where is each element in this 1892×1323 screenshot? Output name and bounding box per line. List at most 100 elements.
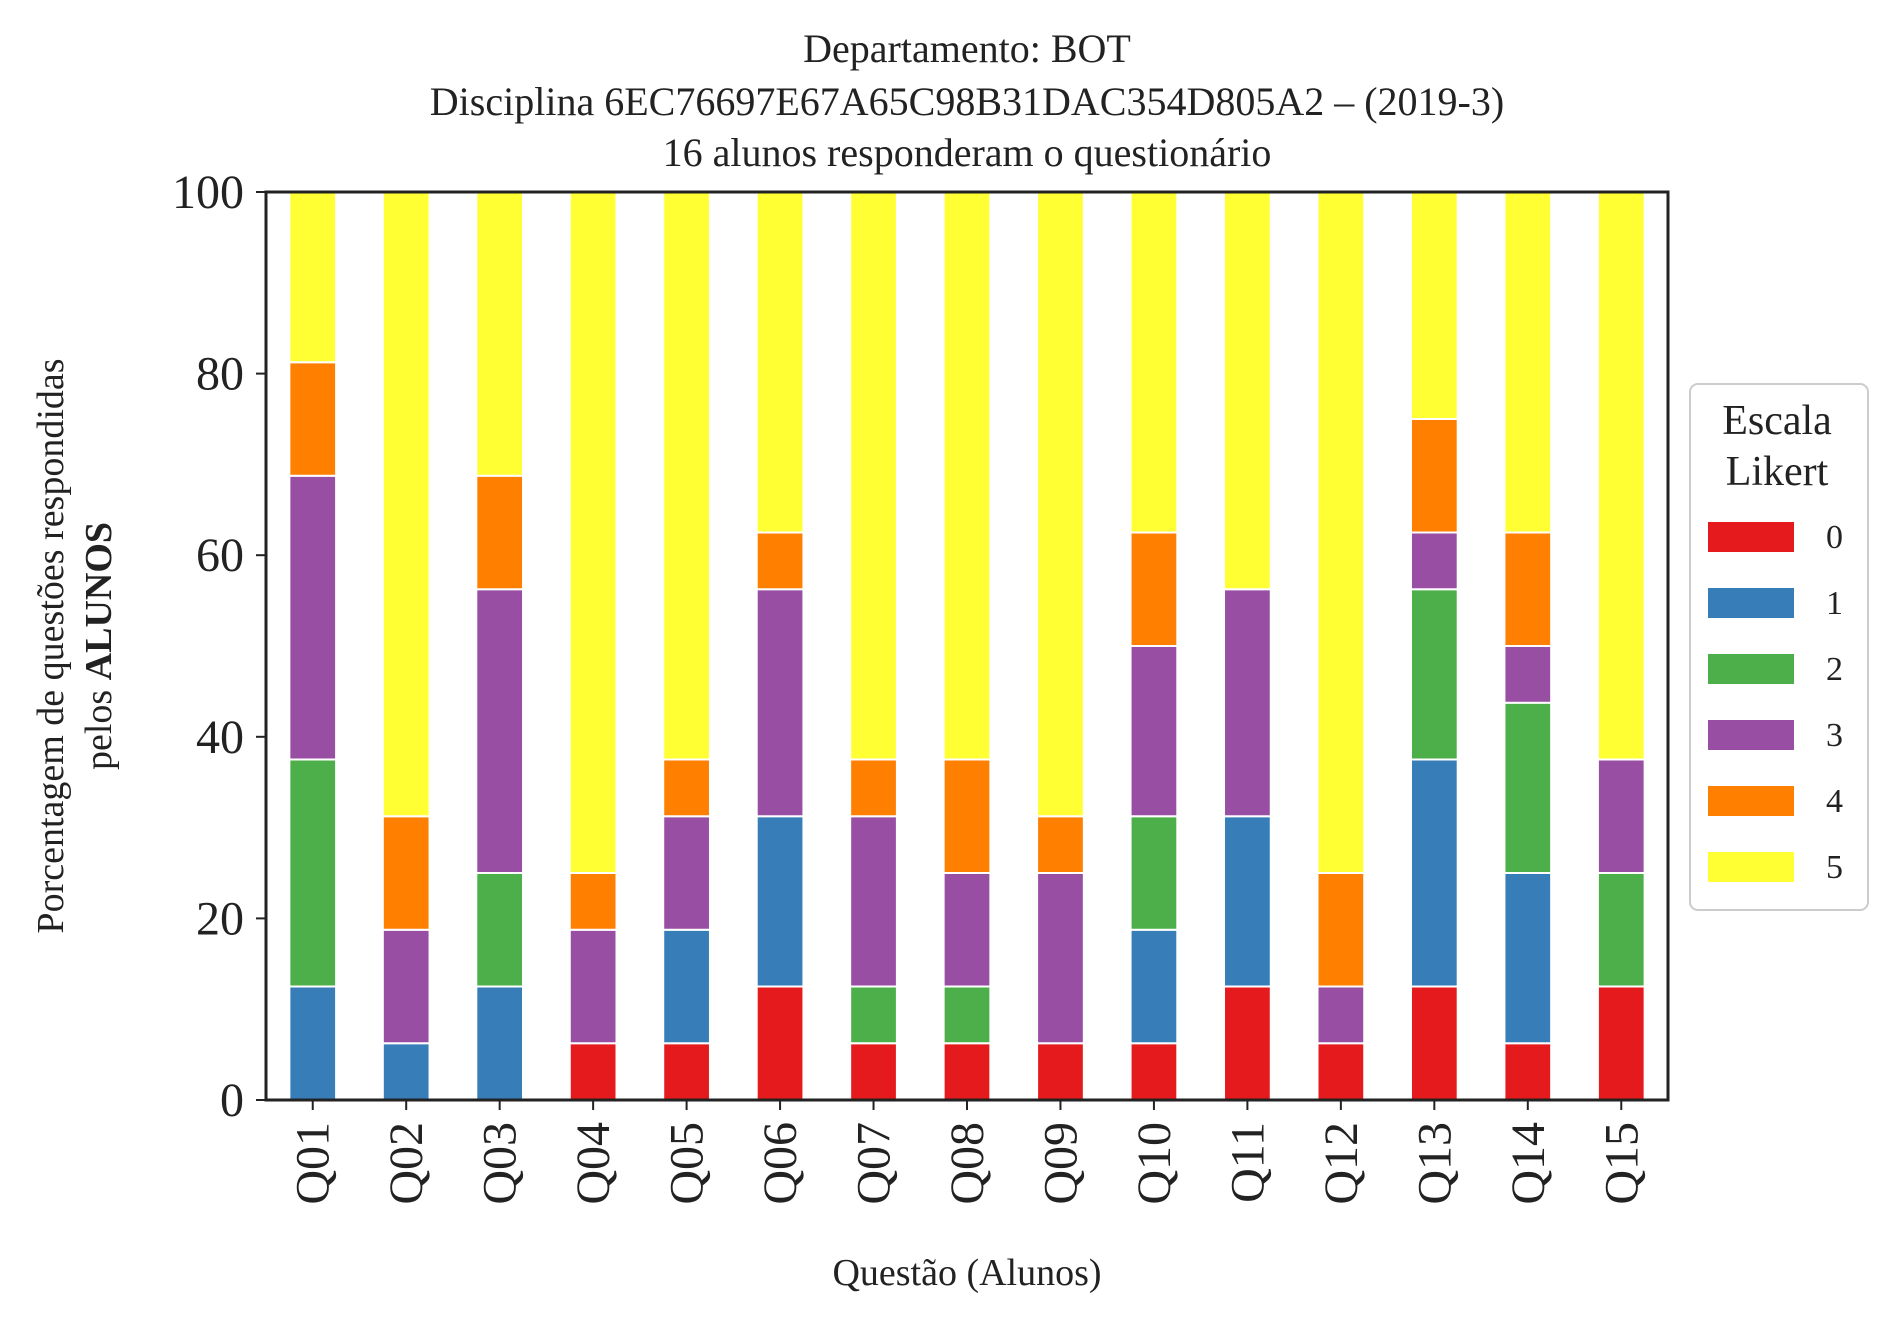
bar-q06-likert-3 [755, 588, 805, 818]
legend-swatch-3 [1708, 720, 1794, 750]
legend-label-0: 0 [1826, 519, 1843, 556]
legend-swatch-4 [1708, 786, 1794, 816]
chart-title-line-1: Departamento: BOT [803, 26, 1131, 71]
bar-q10-likert-5 [1129, 191, 1179, 534]
bar-q04-likert-0 [568, 1042, 618, 1101]
bar-q02-likert-4 [381, 815, 431, 931]
bars-layer [288, 191, 1646, 1101]
bar-q05-likert-5 [662, 191, 711, 761]
legend-title-line-2: Likert [1726, 449, 1829, 495]
bar-q06-likert-4 [755, 531, 805, 591]
bar-q01-likert-2 [288, 758, 338, 988]
legend: Escala Likert 0 1 2 3 4 5 [1689, 383, 1869, 911]
bar-q03-likert-1 [475, 985, 525, 1101]
legend-label-1: 1 [1826, 585, 1843, 622]
ticks-layer: 0 20 40 60 80 100 Q01 Q02 Q03 Q04 Q05 Q06 Q07 Q08 Q09 Q… [172, 166, 1648, 1205]
y-tick-label: 100 [172, 166, 244, 219]
bar-q06-likert-5 [755, 191, 805, 534]
bar-q04-likert-5 [568, 191, 618, 874]
bar-q02-likert-1 [381, 1042, 431, 1101]
bar-q03-likert-3 [475, 588, 525, 874]
bar-q10-likert-0 [1129, 1042, 1179, 1101]
bar-q13-likert-2 [1409, 588, 1459, 761]
bar-q05-likert-4 [662, 758, 711, 818]
bar-q05-likert-0 [662, 1042, 711, 1101]
bar-q01-likert-4 [288, 361, 338, 477]
bar-q11-likert-3 [1223, 588, 1272, 818]
bar-q12-likert-4 [1316, 872, 1366, 988]
x-tick-label-q07: Q07 [848, 1122, 901, 1205]
bar-q14-likert-4 [1503, 531, 1553, 647]
x-tick-label-q05: Q05 [661, 1122, 714, 1205]
x-tick-label-q06: Q06 [754, 1122, 807, 1205]
x-tick-label-q08: Q08 [941, 1122, 994, 1205]
bar-q06-likert-1 [755, 815, 805, 988]
bar-q11-likert-1 [1223, 815, 1272, 988]
x-tick-label-q14: Q14 [1502, 1122, 1555, 1205]
bar-q09-likert-4 [1036, 815, 1085, 874]
bar-q01-likert-3 [288, 474, 338, 761]
bar-q07-likert-4 [849, 758, 898, 818]
bar-q03-likert-5 [475, 191, 525, 477]
chart-title-line-2: Disciplina 6EC76697E67A65C98B31DAC354D80… [430, 79, 1504, 124]
bar-q07-likert-5 [849, 191, 898, 761]
legend-label-2: 2 [1826, 651, 1843, 688]
legend-box [1689, 383, 1869, 911]
bar-q12-likert-5 [1316, 191, 1366, 874]
y-axis-label: Porcentagem de questões respondidas pelo… [30, 358, 120, 933]
x-tick-label-q11: Q11 [1221, 1122, 1274, 1203]
bar-q08-likert-3 [942, 872, 992, 988]
legend-swatch-2 [1708, 654, 1794, 684]
bar-q10-likert-3 [1129, 645, 1179, 818]
bar-q13-likert-1 [1409, 758, 1459, 988]
bar-q07-likert-3 [849, 815, 898, 988]
x-tick-label-q01: Q01 [287, 1122, 340, 1205]
x-tick-label-q04: Q04 [567, 1122, 620, 1205]
x-tick-label-q03: Q03 [474, 1122, 527, 1205]
bar-q14-likert-2 [1503, 701, 1553, 874]
bar-q07-likert-2 [849, 985, 898, 1045]
y-tick-label: 80 [196, 348, 244, 401]
bar-q10-likert-4 [1129, 531, 1179, 647]
y-tick-label: 40 [196, 711, 244, 764]
bar-q12-likert-3 [1316, 985, 1366, 1045]
bar-q11-likert-5 [1223, 191, 1272, 591]
bar-q15-likert-0 [1596, 985, 1646, 1101]
legend-swatch-5 [1708, 852, 1794, 882]
chart-title: Departamento: BOT Disciplina 6EC76697E67… [430, 26, 1504, 175]
bar-q14-likert-5 [1503, 191, 1553, 534]
y-tick-label: 60 [196, 529, 244, 582]
bar-q08-likert-5 [942, 191, 992, 761]
x-tick-label-q15: Q15 [1595, 1122, 1648, 1205]
bar-q05-likert-1 [662, 928, 711, 1045]
bar-q04-likert-3 [568, 928, 618, 1045]
bar-q15-likert-5 [1596, 191, 1646, 761]
bar-q02-likert-3 [381, 928, 431, 1045]
bar-q10-likert-1 [1129, 928, 1179, 1045]
bar-q08-likert-4 [942, 758, 992, 874]
legend-title-line-1: Escala [1722, 398, 1832, 444]
bar-q14-likert-3 [1503, 645, 1553, 704]
y-axis-label-line-1: Porcentagem de questões respondidas [30, 358, 72, 933]
bar-q10-likert-2 [1129, 815, 1179, 931]
bar-q13-likert-4 [1409, 418, 1459, 534]
bar-q13-likert-5 [1409, 191, 1459, 420]
x-tick-label-q09: Q09 [1034, 1122, 1087, 1205]
x-tick-label-q13: Q13 [1408, 1122, 1461, 1205]
bar-q01-likert-5 [288, 191, 338, 364]
bar-q12-likert-0 [1316, 1042, 1366, 1101]
bar-q04-likert-4 [568, 872, 618, 931]
bar-q08-likert-0 [942, 1042, 992, 1101]
y-axis-label-bold: ALUNOS [78, 522, 120, 680]
y-tick-label: 20 [196, 892, 244, 945]
legend-swatch-1 [1708, 588, 1794, 618]
legend-label-4: 4 [1826, 783, 1843, 820]
x-axis-label: Questão (Alunos) [832, 1252, 1101, 1294]
bar-q06-likert-0 [755, 985, 805, 1101]
bar-q07-likert-0 [849, 1042, 898, 1101]
bar-q09-likert-3 [1036, 872, 1085, 1045]
y-tick-label: 0 [220, 1074, 244, 1127]
bar-q11-likert-0 [1223, 985, 1272, 1101]
